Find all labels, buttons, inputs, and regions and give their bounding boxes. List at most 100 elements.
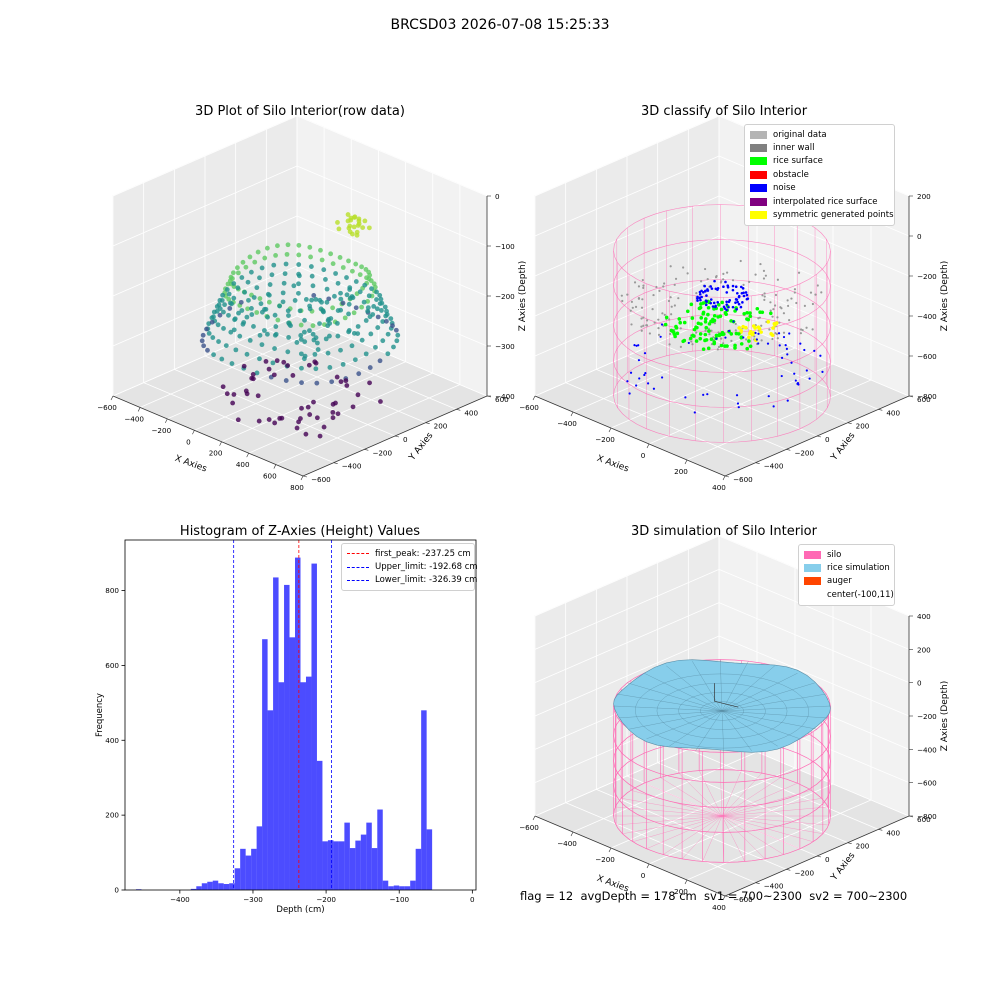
- y-tick-label: −400: [764, 882, 784, 891]
- noise-point: [744, 291, 748, 294]
- silo-floor-line: [622, 815, 723, 834]
- rice-surface-point: [768, 311, 773, 316]
- data-point: [214, 304, 220, 309]
- noise-point: [755, 338, 758, 341]
- x-tick-label: −200: [595, 435, 615, 444]
- rice-mesh-line: [721, 665, 775, 712]
- data-point: [366, 225, 372, 231]
- grid-line: [718, 568, 910, 650]
- x-tick-label: 0: [186, 437, 191, 446]
- data-point: [319, 257, 325, 263]
- z-tick-label: 0: [917, 679, 922, 688]
- data-point: [363, 351, 369, 357]
- data-point: [285, 349, 291, 355]
- y-tick-label: −600: [733, 475, 753, 484]
- data-point: [393, 327, 399, 333]
- rice-surface-point: [745, 310, 749, 315]
- rice-surface-point: [707, 329, 711, 333]
- data-point: [294, 340, 300, 345]
- data-point: [394, 338, 400, 344]
- data-point: [274, 358, 280, 364]
- data-point: [317, 321, 322, 326]
- y-tick: [333, 462, 338, 464]
- x-tick-label: 200: [674, 887, 688, 896]
- rice-surface-point: [703, 332, 708, 337]
- data-point: [219, 356, 225, 362]
- rice-surface-point: [755, 306, 760, 311]
- rice-mesh-line: [616, 693, 723, 712]
- y-tick: [878, 829, 883, 831]
- histogram-bar: [404, 886, 411, 890]
- data-point: [266, 366, 272, 372]
- data-point: [347, 295, 353, 301]
- rice-surface-point: [675, 331, 680, 336]
- y-tick: [847, 422, 852, 424]
- y-tick: [755, 882, 760, 884]
- data-point: [362, 282, 368, 288]
- data-point: [239, 308, 245, 313]
- data-point: [296, 290, 301, 296]
- original-data-point: [769, 301, 772, 304]
- rice-surface-point: [677, 317, 682, 321]
- histogram-bar: [327, 840, 334, 890]
- noise-point: [731, 288, 735, 292]
- noise-point: [757, 342, 760, 345]
- simulation-plot-title: 3D simulation of Silo Interior: [631, 524, 817, 539]
- noise-point: [813, 349, 816, 352]
- rice-surface-point: [748, 314, 753, 319]
- data-point: [313, 335, 319, 341]
- data-point: [263, 306, 269, 312]
- data-point: [251, 324, 256, 329]
- data-point: [272, 312, 278, 318]
- histogram-bar: [399, 886, 405, 890]
- original-data-point: [645, 324, 649, 327]
- data-point: [259, 342, 265, 348]
- data-point: [221, 326, 226, 331]
- histogram-bar: [322, 841, 328, 890]
- x-tick: [273, 464, 277, 469]
- silo-floor-line: [660, 777, 723, 817]
- noise-point: [725, 300, 728, 304]
- y-tick-label: 600: [917, 815, 931, 824]
- rice-mesh-line: [721, 710, 800, 739]
- grid-line: [565, 382, 756, 464]
- legend-original-data: original data: [750, 128, 889, 141]
- grid-line: [657, 342, 848, 424]
- data-point: [362, 218, 368, 224]
- data-point: [283, 261, 289, 267]
- x-tick-label: 400: [712, 903, 726, 912]
- rice-surface-point: [745, 346, 749, 351]
- rice-surface-point: [733, 343, 737, 348]
- noise-point: [725, 291, 729, 294]
- data-point: [303, 297, 309, 302]
- data-point: [206, 331, 212, 336]
- noise-point: [725, 303, 729, 306]
- data-point: [317, 433, 323, 439]
- x-axis-label: Depth (cm): [276, 905, 324, 915]
- z-tick-label: −800: [917, 392, 937, 401]
- rice-surface-point: [774, 321, 779, 325]
- data-point: [292, 298, 298, 303]
- y-tick-label: 400: [464, 408, 478, 417]
- rice-surface-point: [690, 316, 695, 320]
- noise-point: [728, 298, 732, 302]
- histogram-bar: [349, 848, 356, 890]
- grid-line: [174, 368, 365, 450]
- y-tick: [724, 475, 730, 478]
- noise-point: [716, 300, 720, 304]
- data-point: [374, 289, 379, 295]
- center-marker: [714, 700, 739, 708]
- data-point: [271, 372, 277, 378]
- y-tick: [755, 462, 760, 464]
- x-axis-line: [534, 395, 726, 477]
- rice-surface-point: [723, 311, 728, 315]
- x-tick-label: −200: [151, 426, 171, 435]
- data-point: [363, 267, 369, 272]
- data-point: [217, 312, 223, 318]
- x-tick-label: 0: [641, 871, 646, 880]
- x-tick-label: −300: [243, 895, 263, 904]
- data-point: [252, 259, 258, 265]
- original-data-point: [717, 345, 721, 349]
- grid-line: [596, 368, 787, 450]
- original-data-point: [651, 308, 654, 311]
